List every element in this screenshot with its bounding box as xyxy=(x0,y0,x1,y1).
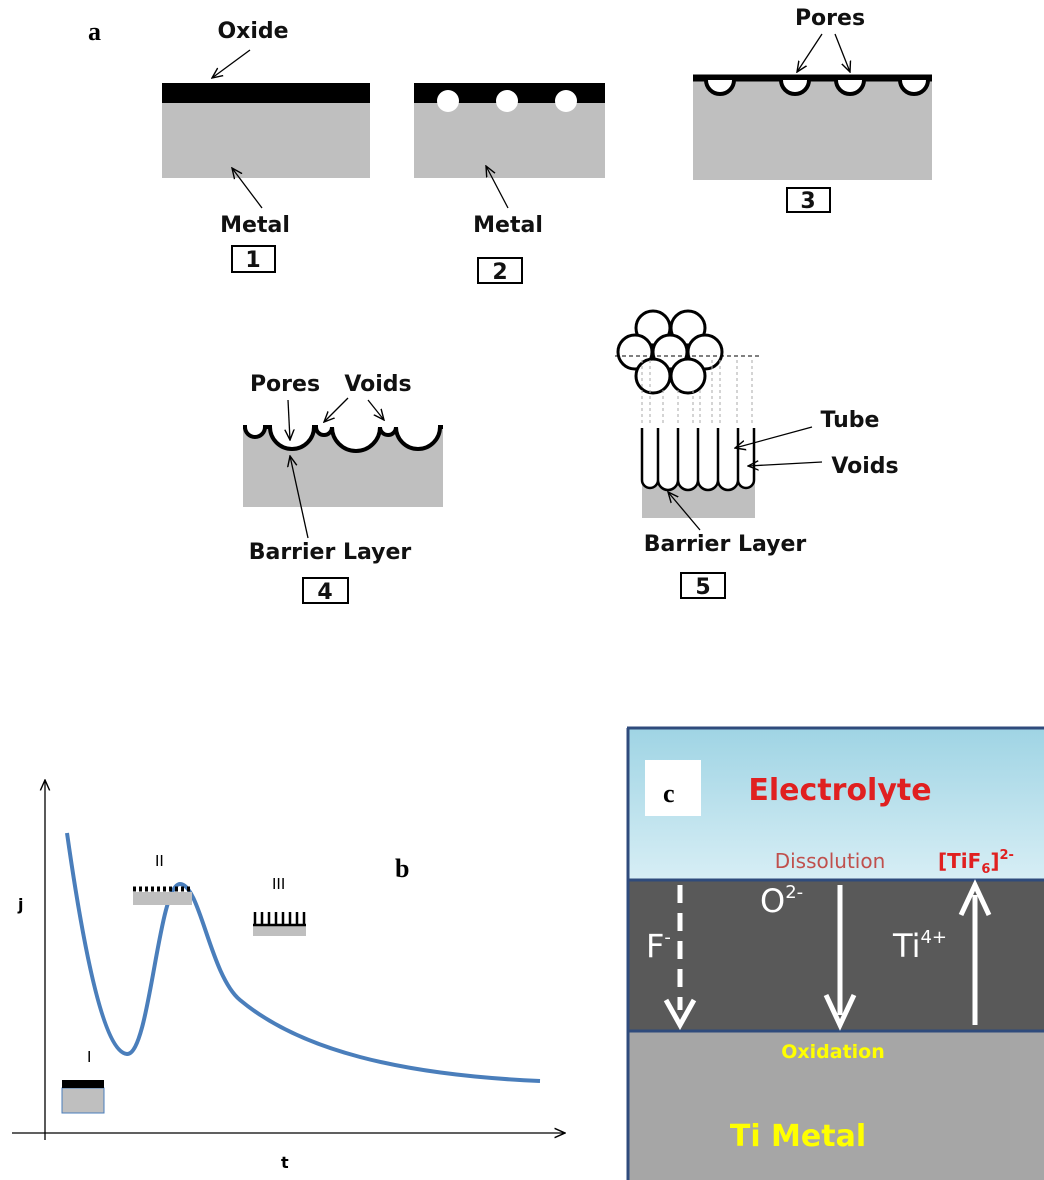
metal xyxy=(414,103,605,178)
panel-label: c xyxy=(663,779,675,808)
arrow xyxy=(368,400,384,420)
pit xyxy=(555,90,577,112)
metal xyxy=(162,103,370,178)
pit xyxy=(496,90,518,112)
stage-icon xyxy=(253,912,306,936)
label: Oxide xyxy=(217,19,288,44)
label: Voids xyxy=(831,454,898,479)
axis-label: j xyxy=(17,895,23,914)
figure: a Oxide Metal 1 Metal 2 Pores 3 Pores Vo… xyxy=(0,0,1044,1180)
region-label: Electrolyte xyxy=(748,773,931,808)
axis-label: t xyxy=(281,1153,289,1172)
process-label: Oxidation xyxy=(781,1041,885,1063)
step-number: 2 xyxy=(492,260,507,285)
ion-subscript: 6 xyxy=(981,862,990,877)
step-number: 5 xyxy=(695,575,710,600)
label: Barrier Layer xyxy=(644,532,807,557)
stage-icon xyxy=(62,1080,104,1113)
arrow xyxy=(797,34,822,72)
ion-text: [TiF xyxy=(938,849,981,873)
metal xyxy=(693,80,932,180)
region-label: Ti Metal xyxy=(730,1119,866,1154)
label: Metal xyxy=(473,213,543,238)
ion-superscript: 2- xyxy=(785,882,803,903)
arrow xyxy=(835,34,850,72)
stage-label: III xyxy=(272,875,285,893)
step-number: 3 xyxy=(800,189,815,214)
ion-superscript: 4+ xyxy=(920,927,947,948)
process-label: Dissolution xyxy=(775,849,886,873)
panel-a: a Oxide Metal 1 Metal 2 Pores 3 Pores Vo… xyxy=(88,6,932,605)
ion-text: O xyxy=(760,882,785,920)
ion-text: ] xyxy=(990,849,999,873)
label: Voids xyxy=(344,372,411,397)
label: Tube xyxy=(821,408,880,433)
label: Metal xyxy=(220,213,290,238)
step-number: 1 xyxy=(245,248,260,273)
label: Pores xyxy=(795,6,865,31)
pit xyxy=(437,90,459,112)
ion-superscript: 2- xyxy=(1000,848,1014,863)
panel-b: j t b I II III xyxy=(12,780,565,1172)
arrow xyxy=(735,427,812,448)
ion-text: Ti xyxy=(892,927,920,965)
tubes xyxy=(642,428,754,490)
label: Pores xyxy=(250,372,320,397)
arrow xyxy=(212,50,250,78)
stage-icon xyxy=(133,889,192,905)
label: Barrier Layer xyxy=(249,540,412,565)
arrow xyxy=(748,462,822,466)
current-curve xyxy=(67,833,540,1081)
arrow xyxy=(324,398,348,422)
step-number: 4 xyxy=(317,580,332,605)
tube-top-view xyxy=(618,311,722,393)
panel-label: a xyxy=(88,17,101,46)
panel-label: b xyxy=(395,854,409,883)
ion-superscript: - xyxy=(664,927,671,948)
stage-label: I xyxy=(87,1048,91,1066)
ion-text: F xyxy=(646,927,664,965)
panel-c: c Electrolyte Dissolution [TiF6]2- F- O2… xyxy=(627,728,1044,1180)
stage-label: II xyxy=(155,852,164,870)
oxide-layer xyxy=(162,83,370,103)
